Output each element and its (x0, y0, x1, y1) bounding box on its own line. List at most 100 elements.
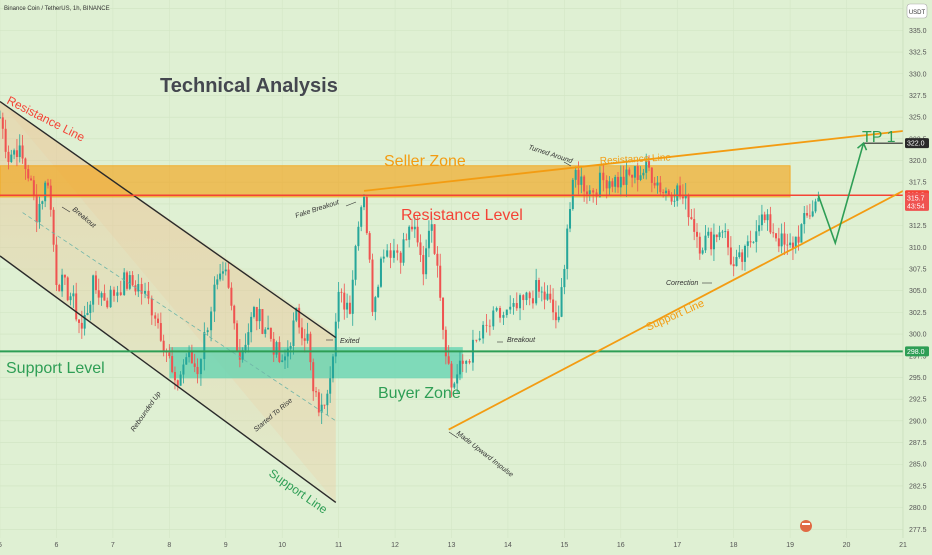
candle-body (171, 356, 174, 372)
projection-arrowhead (856, 141, 868, 151)
candle (112, 286, 116, 302)
y-tick-label: 295.0 (909, 375, 927, 382)
seller-zone (0, 165, 791, 198)
candle-body (190, 351, 193, 364)
candle-body (357, 226, 360, 247)
candle (66, 276, 69, 302)
y-tick-label: 312.5 (909, 223, 927, 230)
candle-body (159, 323, 162, 341)
candle-body (817, 197, 820, 202)
x-tick-label: 14 (504, 542, 512, 549)
candle-body (422, 255, 425, 275)
candle-body (63, 274, 66, 278)
candle (602, 163, 605, 192)
candle-body (687, 194, 690, 218)
x-tick-label: 16 (617, 542, 625, 549)
support-level-label: Support Level (6, 360, 105, 377)
candle-body (106, 300, 109, 308)
candle (681, 184, 684, 205)
y-tick-label: 320.0 (909, 158, 927, 165)
support-trend-line (448, 190, 904, 431)
candle (628, 167, 631, 177)
projection-path (817, 142, 865, 246)
candle (673, 189, 676, 207)
candle (351, 270, 354, 326)
candle-body (650, 167, 653, 183)
candle (1, 112, 4, 139)
candle-body (758, 225, 761, 232)
candle-body (605, 180, 608, 189)
candle (732, 256, 735, 277)
candle-body (272, 338, 275, 355)
candle-body (374, 297, 377, 312)
candle (323, 404, 326, 410)
candle-body (317, 392, 320, 413)
y-tick-label: 277.5 (909, 527, 927, 534)
candle-body (377, 286, 380, 298)
candle (354, 244, 357, 286)
candle-body (806, 213, 809, 216)
candle-body (264, 329, 267, 334)
candle (566, 224, 569, 280)
candle-body (475, 339, 478, 341)
candle (554, 300, 557, 329)
candle (478, 330, 481, 342)
candle-body (289, 346, 292, 349)
candle (250, 312, 253, 343)
candle-body (247, 332, 250, 345)
candle (377, 284, 380, 299)
candle (329, 366, 332, 403)
candle-body (258, 309, 261, 322)
y-tick-label: 297.5 (909, 353, 927, 360)
candle-body (729, 247, 732, 265)
candle-body (185, 357, 188, 365)
candle (721, 229, 724, 239)
candle (540, 286, 543, 302)
candle (24, 157, 27, 180)
currency-button[interactable]: USDT (906, 3, 928, 19)
candle (264, 327, 267, 338)
candle-body (461, 360, 464, 364)
candle-body (137, 284, 140, 292)
candle (695, 223, 699, 248)
candle (715, 234, 718, 243)
candle (49, 179, 52, 217)
channel-fill (0, 101, 336, 503)
candle-body (216, 279, 219, 285)
last-price-value: 315.7 (907, 195, 925, 202)
candle-body (168, 352, 171, 357)
candle-body (52, 209, 55, 245)
candle (712, 223, 715, 261)
candle-body (442, 297, 445, 330)
y-tick-label: 300.0 (909, 332, 927, 339)
candle (221, 261, 224, 281)
candle-body (698, 236, 701, 254)
candle (159, 312, 162, 343)
candle-body (673, 200, 676, 202)
candle (650, 167, 653, 193)
candle (531, 290, 534, 309)
candle (331, 353, 334, 383)
x-tick-label: 19 (786, 542, 794, 549)
candle-body (154, 315, 157, 319)
candle (52, 207, 55, 252)
currency-button-label: USDT (909, 10, 926, 16)
candle (755, 220, 758, 253)
candle (199, 358, 202, 386)
candle-body (577, 169, 580, 185)
x-tick-label: 20 (843, 542, 851, 549)
candle-body (219, 273, 222, 280)
candle (636, 162, 639, 192)
candle-body (66, 277, 69, 301)
candle (662, 189, 665, 198)
candle (546, 285, 549, 301)
candle-body (569, 209, 572, 229)
last-price-countdown: 43:54 (907, 203, 925, 210)
candle (258, 298, 261, 330)
candle-body (433, 224, 436, 254)
candle (55, 236, 58, 291)
candle-body (100, 293, 103, 298)
candle (389, 243, 392, 269)
candle (806, 205, 809, 218)
